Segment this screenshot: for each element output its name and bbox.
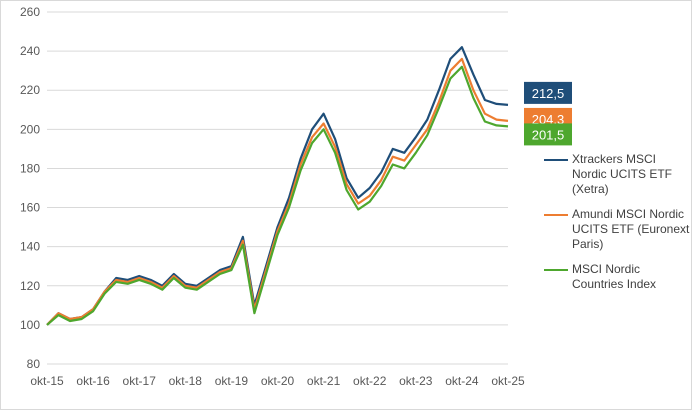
legend-swatch-xtrackers: [544, 159, 568, 161]
y-axis-ticks: 80 100 120 140 160 180 200 220 240 260: [20, 5, 40, 371]
x-tick-label: okt-21: [307, 374, 341, 388]
x-tick-label: okt-18: [169, 374, 203, 388]
x-tick-label: okt-16: [76, 374, 110, 388]
y-tick-label: 180: [20, 161, 40, 175]
y-tick-label: 80: [27, 357, 41, 371]
legend-label-msci-index: MSCI Nordic Countries Index: [572, 262, 657, 291]
x-tick-label: okt-25: [491, 374, 525, 388]
y-tick-label: 100: [20, 318, 40, 332]
y-tick-label: 260: [20, 5, 40, 19]
legend: Xtrackers MSCI Nordic UCITS ETF (Xetra) …: [542, 152, 690, 302]
end-label-box-2: [524, 123, 572, 146]
x-tick-label: okt-19: [215, 374, 249, 388]
x-tick-label: okt-20: [261, 374, 295, 388]
series-line-1: [46, 57, 509, 326]
legend-label-xtrackers: Xtrackers MSCI Nordic UCITS ETF (Xetra): [572, 152, 673, 196]
y-tick-label: 160: [20, 201, 40, 215]
legend-item-xtrackers: Xtrackers MSCI Nordic UCITS ETF (Xetra): [542, 152, 690, 197]
legend-swatch-msci-index: [544, 269, 568, 271]
y-tick-label: 120: [20, 279, 40, 293]
y-tick-label: 140: [20, 240, 40, 254]
y-tick-label: 200: [20, 122, 40, 136]
x-tick-label: okt-23: [399, 374, 433, 388]
series-line-0: [46, 46, 509, 326]
y-tick-label: 220: [20, 83, 40, 97]
end-label-box-0: [524, 81, 572, 104]
series-lines: [46, 46, 509, 326]
x-tick-label: okt-15: [30, 374, 64, 388]
gridlines: [47, 11, 508, 365]
x-tick-label: okt-24: [445, 374, 479, 388]
legend-swatch-amundi: [544, 214, 568, 216]
x-tick-label: okt-17: [123, 374, 157, 388]
y-tick-label: 240: [20, 44, 40, 58]
x-axis-ticks: okt-15 okt-16 okt-17 okt-18 okt-19 okt-20 okt-…: [30, 374, 525, 388]
legend-label-amundi: Amundi MSCI Nordic UCITS ETF (Euronext P…: [572, 207, 690, 251]
end-label-1: 204,3: [532, 112, 565, 127]
end-label-0: 212,5: [532, 86, 565, 101]
legend-item-msci-index: MSCI Nordic Countries Index: [542, 262, 690, 292]
series-line-2: [46, 65, 509, 326]
x-tick-label: okt-22: [353, 374, 387, 388]
end-label-2: 201,5: [532, 127, 565, 142]
legend-item-amundi: Amundi MSCI Nordic UCITS ETF (Euronext P…: [542, 207, 690, 252]
